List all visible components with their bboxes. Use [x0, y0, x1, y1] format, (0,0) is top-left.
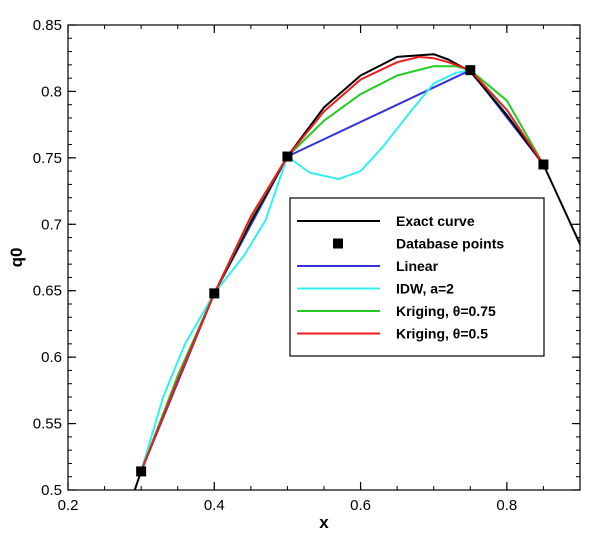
- y-tick-label: 0.75: [33, 150, 62, 167]
- database-point-marker: [209, 288, 220, 299]
- y-tick-label: 0.6: [41, 349, 62, 366]
- database-point-marker: [136, 466, 147, 477]
- x-tick-label: 0.4: [204, 497, 225, 514]
- ticks-layer: 0.2 0.4 0.6 0.8 0.5 0.55 0.6 0.65 0.7 0.75 0.8 0.85: [33, 17, 581, 514]
- database-point-marker: [538, 159, 549, 170]
- x-axis-title: x: [319, 513, 329, 532]
- y-tick-label: 0.7: [41, 216, 62, 233]
- y-axis-title: q0: [7, 248, 26, 268]
- legend: Exact curve Database points Linear IDW, a=2…: [289, 197, 545, 357]
- legend-label-idw-a-2: IDW, a=2: [396, 281, 454, 297]
- legend-label-exact-curve: Exact curve: [396, 213, 475, 229]
- y-tick-label: 0.85: [33, 17, 62, 34]
- database-point-marker: [282, 151, 293, 162]
- database-point-marker: [465, 65, 476, 76]
- legend-label-database-points: Database points: [396, 236, 504, 252]
- y-tick-label: 0.8: [41, 83, 62, 100]
- legend-label-kriging-0-5: Kriging, θ=0.5: [396, 326, 488, 342]
- markers-layer: [136, 65, 549, 477]
- legend-swatch-database-points: [333, 238, 343, 249]
- y-tick-label: 0.5: [41, 482, 62, 499]
- y-tick-label: 0.65: [33, 283, 62, 300]
- legend-label-linear: Linear: [396, 258, 439, 274]
- y-tick-label: 0.55: [33, 416, 62, 433]
- x-tick-label: 0.2: [58, 497, 79, 514]
- x-tick-label: 0.8: [496, 497, 517, 514]
- x-tick-label: 0.6: [350, 497, 371, 514]
- legend-label-kriging-0-75: Kriging, θ=0.75: [396, 303, 496, 319]
- legend-box: [289, 197, 545, 357]
